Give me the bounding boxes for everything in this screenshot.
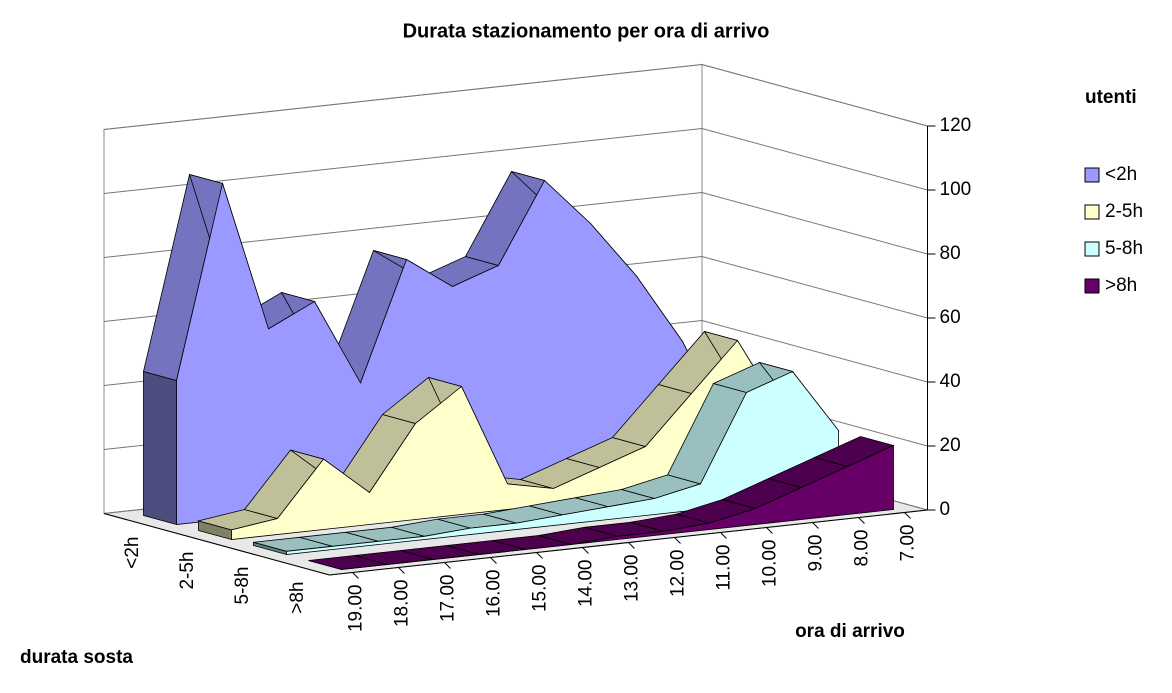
x-tick-label: 11.00	[714, 545, 735, 591]
z-axis	[103, 513, 330, 576]
grid-line	[103, 127, 928, 194]
legend-label: 2-5h	[1105, 201, 1143, 222]
y-tick-label: 100	[940, 179, 972, 200]
x-tick	[720, 532, 727, 539]
z-axis-title: durata sosta	[20, 647, 133, 668]
legend-swatch	[1084, 167, 1100, 183]
area	[341, 444, 894, 570]
z-tick-label: 5-8h	[232, 567, 253, 605]
x-tick-label: 16.00	[484, 570, 505, 618]
legend-swatch	[1084, 241, 1100, 257]
x-tick	[812, 522, 819, 529]
x-tick	[674, 537, 681, 544]
z-tick-label: 2-5h	[177, 552, 198, 590]
legend-swatch	[1084, 278, 1100, 294]
series-ribbon	[143, 171, 730, 526]
y-tick-label: 120	[940, 115, 972, 136]
legend-label: >8h	[1105, 275, 1137, 296]
x-tick	[628, 542, 635, 549]
series-ribbon	[308, 436, 895, 570]
y-tick-label: 60	[940, 307, 961, 328]
ribbon-end	[143, 370, 177, 526]
x-tick-label: 19.00	[346, 585, 367, 633]
x-tick	[766, 527, 773, 534]
y-tick-label: 40	[940, 371, 961, 392]
y-tick-label: 0	[940, 499, 951, 520]
x-tick-label: 9.00	[806, 535, 827, 572]
x-tick-label: 15.00	[530, 565, 551, 613]
x-tick	[858, 517, 865, 524]
legend-label: <2h	[1105, 164, 1137, 185]
x-tick	[490, 557, 497, 564]
x-tick	[352, 572, 359, 579]
y-tick-label: 20	[940, 435, 961, 456]
chart-title: Durata stazionamento per ora di arrivo	[403, 20, 770, 42]
x-tick	[582, 547, 589, 554]
z-tick-label: <2h	[122, 537, 143, 569]
x-tick-label: 12.00	[668, 550, 689, 598]
x-tick-label: 10.00	[760, 540, 781, 588]
x-axis	[329, 509, 928, 576]
x-axis-title: ora di arrivo	[795, 621, 905, 642]
grid-line	[103, 191, 928, 258]
legend-swatch	[1084, 204, 1100, 220]
x-tick-label: 14.00	[576, 560, 597, 608]
x-tick-label: 13.00	[622, 555, 643, 603]
y-tick-label: 80	[940, 243, 961, 264]
x-tick-label: 8.00	[852, 530, 873, 567]
x-tick-label: 7.00	[898, 525, 919, 562]
x-tick	[398, 567, 405, 574]
z-tick-label: >8h	[287, 582, 308, 614]
legend-label: 5-8h	[1105, 238, 1143, 259]
x-tick-label: 17.00	[438, 575, 459, 623]
y-axis-title: utenti	[1085, 87, 1137, 108]
x-tick	[444, 562, 451, 569]
grid-line	[103, 63, 928, 130]
x-tick	[536, 552, 543, 559]
x-tick-label: 18.00	[392, 580, 413, 628]
x-tick	[904, 512, 911, 519]
